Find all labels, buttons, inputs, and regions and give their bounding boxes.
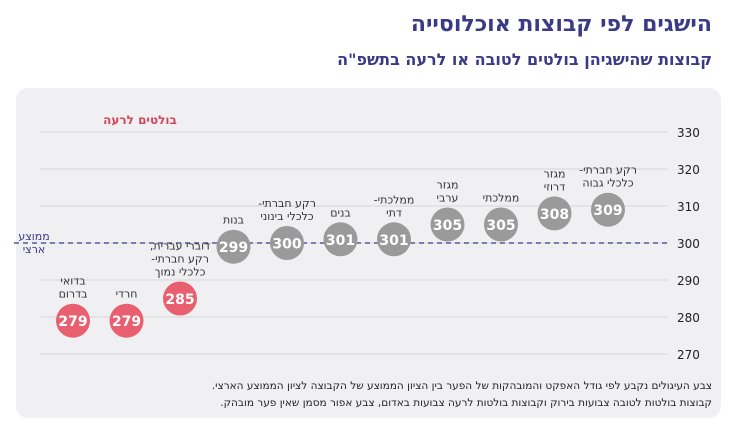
- data-point: [109, 303, 144, 338]
- footnote-2: קבוצות בולטות לטובה צבועות בירוק וקבוצות…: [220, 397, 712, 409]
- y-tick-label: 270: [677, 348, 700, 362]
- data-point-value: 309: [593, 203, 622, 219]
- y-tick-label: 300: [677, 237, 700, 251]
- data-point-label: מגזר: [436, 179, 458, 192]
- y-tick-label: 310: [677, 200, 700, 214]
- data-point: [591, 192, 625, 227]
- chart-panel: [16, 88, 721, 418]
- data-point: [430, 207, 465, 242]
- data-point-label: רקע חברתי-: [579, 164, 637, 177]
- data-point-label: רקע חברתי-: [258, 197, 316, 210]
- data-point-label: חרדי: [116, 288, 138, 301]
- data-point-label: בדואי: [60, 275, 85, 288]
- data-point-label: כלכלי בינוני: [260, 210, 313, 223]
- data-point-value: 305: [433, 218, 462, 234]
- page-title: הישגים לפי קבוצות אוכלוסייה: [410, 12, 712, 37]
- page-subtitle: קבוצות שהישגיהן בולטים לטובה או לרעה בתש…: [337, 50, 712, 69]
- data-point-label: דתי: [386, 206, 402, 219]
- average-reference-label: ממוצע: [18, 230, 49, 243]
- data-point: [56, 303, 90, 338]
- data-point-label: דוברי עברית,: [150, 240, 210, 253]
- y-tick-label: 320: [677, 163, 700, 177]
- data-point: [270, 226, 304, 260]
- data-point-label: בנים: [330, 206, 351, 219]
- data-point-label: כלכלי נמוך: [155, 266, 206, 279]
- data-point-value: 300: [272, 237, 301, 253]
- data-point-label: בנות: [223, 214, 244, 227]
- data-point-value: 305: [486, 218, 515, 234]
- data-point-label: ממלכתי-: [374, 193, 415, 206]
- data-point-value: 279: [112, 314, 141, 330]
- data-point-value: 308: [540, 207, 569, 223]
- data-point-label: מגזר: [543, 167, 565, 180]
- data-point-label: ערבי: [437, 192, 459, 205]
- data-point: [216, 229, 251, 264]
- data-point: [323, 222, 358, 257]
- data-point-label: כלכלי גבוה: [582, 177, 633, 190]
- y-tick-label: 280: [677, 311, 700, 325]
- data-point-value: 285: [165, 292, 194, 308]
- data-point: [377, 222, 411, 257]
- data-point-label: בדרום: [59, 288, 88, 301]
- data-point-value: 301: [379, 233, 408, 249]
- footnote-1: צבע העיגולים נקבע לפי גודל האפקט והמובהק…: [211, 380, 712, 392]
- data-point-label: ממלכתי: [483, 192, 520, 205]
- data-point-value: 301: [326, 233, 355, 249]
- negative-annotation: בולטים לרעה: [103, 113, 177, 127]
- y-tick-label: 330: [677, 126, 700, 140]
- data-point-label: רקע חברתי-: [151, 253, 209, 266]
- data-point: [484, 207, 518, 242]
- data-point-value: 299: [219, 240, 248, 256]
- data-point-value: 279: [58, 314, 87, 330]
- data-point: [537, 196, 572, 231]
- average-reference-label: ארצי: [23, 243, 46, 256]
- data-point: [163, 281, 197, 316]
- y-tick-label: 290: [677, 274, 700, 288]
- data-point-label: דרוזי: [544, 180, 565, 193]
